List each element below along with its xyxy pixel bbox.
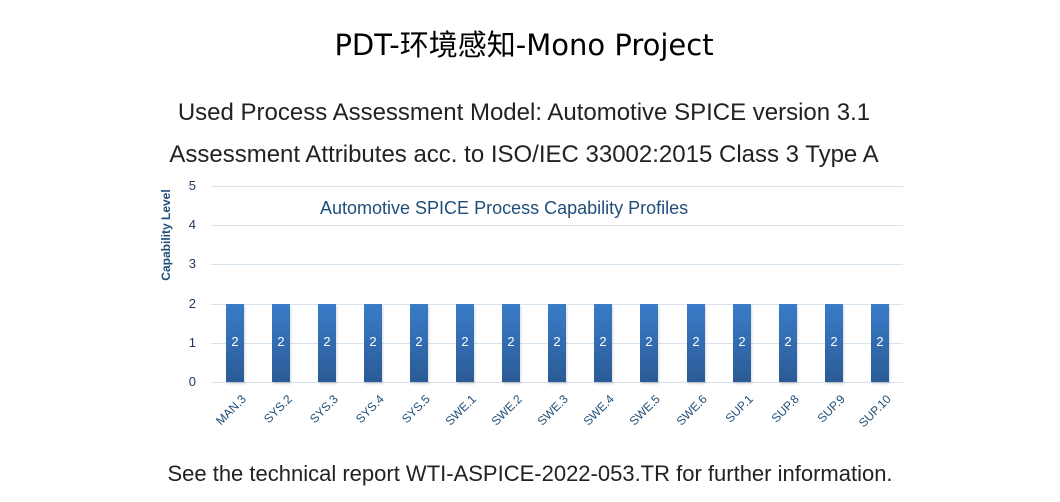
bar-data-label: 2 [645, 334, 653, 349]
bar-data-label: 2 [277, 334, 285, 349]
bar-data-label: 2 [876, 334, 884, 349]
assessment-attributes-subtitle: Assessment Attributes acc. to ISO/IEC 33… [169, 141, 879, 168]
gridline [211, 382, 903, 383]
chart-title: Automotive SPICE Process Capability Prof… [320, 198, 689, 218]
x-tick-label: SWE.1 [442, 392, 479, 429]
x-tick-label: SWE.2 [488, 392, 525, 429]
x-tick-label: SWE.4 [580, 392, 617, 429]
bar-swe-5 [640, 304, 658, 382]
bar-sys-5 [410, 304, 428, 382]
bar-sup-10 [871, 304, 889, 382]
x-tick-label: SYS.2 [260, 392, 295, 426]
bar-swe-1 [456, 304, 474, 382]
bar-data-label: 2 [784, 334, 792, 349]
x-tick-label: SUP.8 [768, 392, 802, 426]
y-tick-label: 0 [188, 374, 196, 389]
gridline [211, 264, 903, 265]
x-tick-label: SWE.5 [626, 392, 663, 429]
x-tick-label: SUP.9 [814, 392, 848, 426]
x-tick-label: MAN.3 [213, 392, 249, 428]
bar-swe-2 [502, 304, 520, 382]
footer-note: See the technical report WTI-ASPICE-2022… [167, 461, 893, 486]
bar-sys-4 [364, 304, 382, 382]
bar-data-label: 2 [830, 334, 838, 349]
bar-data-label: 2 [415, 334, 423, 349]
bar-sup-1 [733, 304, 751, 382]
y-tick-label: 2 [188, 296, 196, 311]
bar-data-label: 2 [692, 334, 700, 349]
assessment-model-subtitle: Used Process Assessment Model: Automotiv… [177, 99, 871, 126]
x-tick-label: SWE.6 [673, 392, 710, 429]
bar-sup-8 [779, 304, 797, 382]
gridline [211, 186, 903, 187]
y-tick-label: 3 [188, 256, 196, 271]
x-tick-label: SYS.5 [398, 392, 433, 426]
bar-data-label: 2 [738, 334, 746, 349]
y-tick-label: 1 [188, 335, 196, 350]
bar-data-label: 2 [231, 334, 239, 349]
y-axis-label: Capability Level [159, 189, 173, 281]
y-tick-label: 5 [188, 178, 196, 193]
bar-swe-3 [548, 304, 566, 382]
bar-data-label: 2 [553, 334, 561, 349]
gridline [211, 225, 903, 226]
page-title: PDT-环境感知-Mono Project [334, 28, 714, 62]
bar-data-label: 2 [461, 334, 469, 349]
bar-sys-3 [318, 304, 336, 382]
x-tick-label: SUP.10 [855, 392, 894, 431]
bar-data-label: 2 [369, 334, 377, 349]
bar-swe-4 [594, 304, 612, 382]
bar-data-label: 2 [323, 334, 331, 349]
bar-data-label: 2 [599, 334, 607, 349]
bar-sys-2 [272, 304, 290, 382]
bar-man-3 [226, 304, 244, 382]
y-tick-label: 4 [188, 217, 196, 232]
x-tick-label: SYS.3 [306, 392, 341, 426]
x-tick-label: SUP.1 [722, 392, 756, 426]
x-tick-label: SWE.3 [534, 392, 571, 429]
bar-sup-9 [825, 304, 843, 382]
bar-swe-6 [687, 304, 705, 382]
bar-data-label: 2 [507, 334, 515, 349]
x-tick-label: SYS.4 [352, 392, 387, 426]
